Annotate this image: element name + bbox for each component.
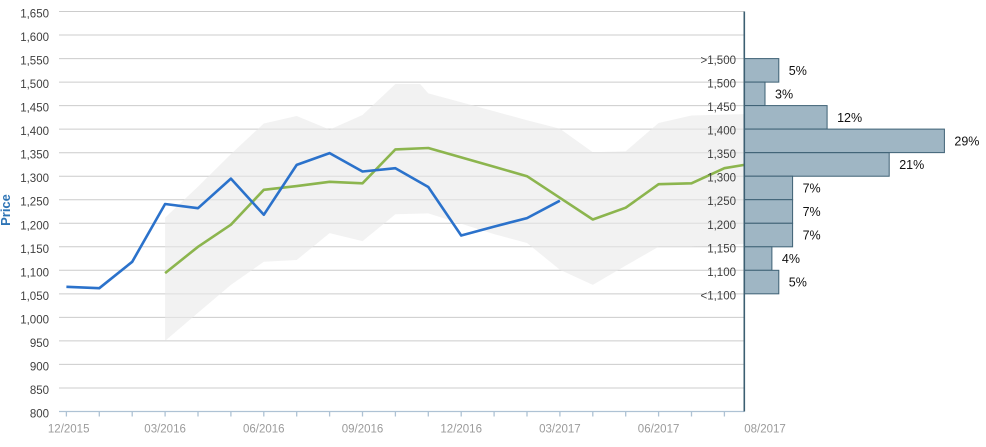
svg-text:1,100: 1,100 [20,267,49,279]
svg-text:06/2016: 06/2016 [243,424,285,436]
svg-text:1,150: 1,150 [20,244,49,256]
svg-text:850: 850 [30,385,49,397]
svg-text:>1,500: >1,500 [701,55,737,67]
svg-text:1,350: 1,350 [707,149,736,161]
svg-text:1,100: 1,100 [707,267,736,279]
svg-text:Price: Price [0,194,13,226]
svg-text:09/2016: 09/2016 [342,424,384,436]
svg-text:03/2016: 03/2016 [144,424,186,436]
svg-text:1,500: 1,500 [707,79,736,91]
svg-text:1,150: 1,150 [707,243,736,255]
svg-text:12/2016: 12/2016 [440,424,482,436]
svg-text:1,250: 1,250 [707,196,736,208]
svg-text:950: 950 [30,338,49,350]
svg-text:12%: 12% [837,111,862,125]
svg-text:4%: 4% [782,252,800,266]
svg-text:900: 900 [30,361,49,373]
svg-text:29%: 29% [954,134,979,148]
svg-text:<1,100: <1,100 [701,290,737,302]
svg-text:1,200: 1,200 [707,220,736,232]
svg-text:7%: 7% [803,205,821,219]
svg-text:21%: 21% [899,158,924,172]
svg-text:08/2017: 08/2017 [744,424,786,436]
svg-text:3%: 3% [775,87,793,101]
svg-text:1,300: 1,300 [20,173,49,185]
svg-text:03/2017: 03/2017 [539,424,581,436]
svg-text:1,650: 1,650 [20,9,49,21]
svg-text:1,550: 1,550 [20,56,49,68]
svg-text:1,450: 1,450 [707,102,736,114]
svg-text:1,400: 1,400 [707,126,736,138]
svg-text:1,050: 1,050 [20,291,49,303]
svg-text:1,500: 1,500 [20,79,49,91]
svg-text:5%: 5% [789,64,807,78]
svg-text:1,300: 1,300 [707,173,736,185]
svg-text:1,400: 1,400 [20,126,49,138]
svg-text:1,450: 1,450 [20,103,49,115]
svg-text:1,250: 1,250 [20,197,49,209]
svg-text:800: 800 [30,409,49,421]
svg-text:7%: 7% [803,229,821,243]
svg-text:5%: 5% [789,276,807,290]
svg-text:7%: 7% [803,181,821,195]
svg-text:12/2015: 12/2015 [48,424,90,436]
svg-text:1,600: 1,600 [20,32,49,44]
svg-text:1,200: 1,200 [20,220,49,232]
svg-text:1,350: 1,350 [20,150,49,162]
svg-text:06/2017: 06/2017 [638,424,680,436]
svg-text:1,000: 1,000 [20,314,49,326]
